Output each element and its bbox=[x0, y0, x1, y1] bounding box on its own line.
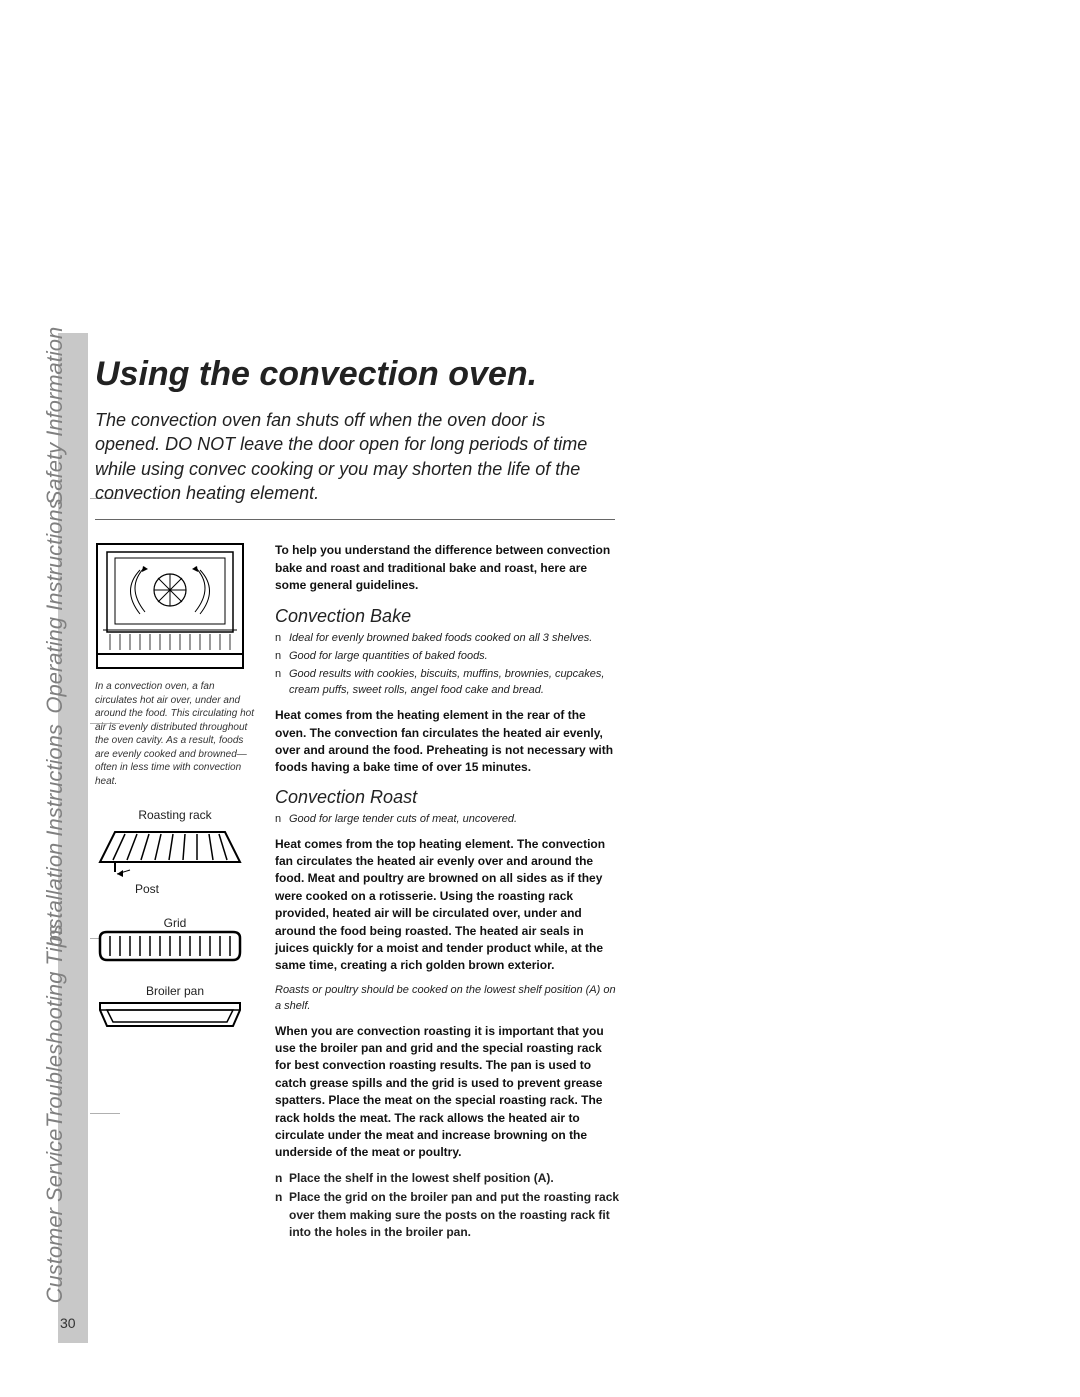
convection-roast-para1: Heat comes from the top heating element.… bbox=[275, 836, 620, 975]
convection-roast-para2: When you are convection roasting it is i… bbox=[275, 1023, 620, 1162]
oven-caption: In a convection oven, a fan circulates h… bbox=[95, 680, 255, 788]
list-item: Place the shelf in the lowest shelf posi… bbox=[289, 1170, 620, 1187]
list-item: Ideal for evenly browned baked foods coo… bbox=[289, 631, 620, 647]
columns: In a convection oven, a fan circulates h… bbox=[95, 542, 705, 1247]
broiler-pan-label: Broiler pan bbox=[95, 984, 255, 998]
post-label: Post bbox=[135, 882, 255, 896]
page-title: Using the convection oven. bbox=[95, 355, 705, 394]
manual-page: Safety Information Operating Instruction… bbox=[0, 0, 1080, 1397]
list-item: Place the grid on the broiler pan and pu… bbox=[289, 1189, 620, 1241]
broiler-pan-block: Broiler pan bbox=[95, 984, 255, 1038]
oven-diagram bbox=[95, 542, 245, 672]
convection-bake-heading: Convection Bake bbox=[275, 606, 620, 627]
left-column: In a convection oven, a fan circulates h… bbox=[95, 542, 255, 1247]
tab-troubleshooting: Troubleshooting Tips bbox=[42, 906, 68, 1146]
convection-roast-steps: Place the shelf in the lowest shelf posi… bbox=[275, 1170, 620, 1242]
side-tabs: Safety Information Operating Instruction… bbox=[40, 333, 70, 1343]
tab-customer-service: Customer Service bbox=[42, 1111, 68, 1321]
convection-roast-heading: Convection Roast bbox=[275, 787, 620, 808]
page-content: Using the convection oven. The convectio… bbox=[95, 355, 705, 1247]
page-number: 30 bbox=[60, 1315, 76, 1331]
grid-label: Grid bbox=[95, 916, 255, 930]
convection-bake-para: Heat comes from the heating element in t… bbox=[275, 707, 620, 777]
grid-icon bbox=[95, 930, 245, 964]
convection-bake-bullets: Ideal for evenly browned baked foods coo… bbox=[275, 631, 620, 699]
right-column: To help you understand the difference be… bbox=[275, 542, 620, 1247]
roasting-rack-label: Roasting rack bbox=[95, 808, 255, 822]
list-item: Good for large quantities of baked foods… bbox=[289, 649, 620, 665]
convection-roast-bullets: Good for large tender cuts of meat, unco… bbox=[275, 812, 620, 828]
roasting-rack-icon bbox=[95, 822, 245, 882]
page-intro: The convection oven fan shuts off when t… bbox=[95, 408, 615, 520]
list-item: Good results with cookies, biscuits, muf… bbox=[289, 667, 620, 699]
roasting-rack-block: Roasting rack P bbox=[95, 808, 255, 896]
broiler-pan-icon bbox=[95, 998, 245, 1038]
list-item: Good for large tender cuts of meat, unco… bbox=[289, 812, 620, 828]
grid-block: Grid bbox=[95, 916, 255, 964]
lead-paragraph: To help you understand the difference be… bbox=[275, 542, 620, 594]
convection-roast-note: Roasts or poultry should be cooked on th… bbox=[275, 983, 620, 1015]
